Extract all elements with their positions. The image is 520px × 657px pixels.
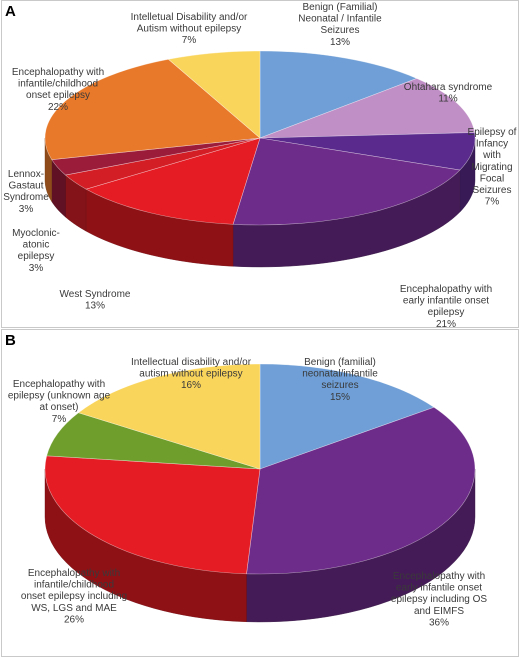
slice-label-4: West Syndrome 13%: [60, 289, 131, 312]
slice-label-8: Intelletual Disability and/or Autism with…: [131, 12, 248, 46]
pie-slice-0: [259, 50, 418, 139]
slice-label-0: Benign (familial) neonatal/infantile seizu…: [302, 357, 378, 403]
pie-chart-b: Benign (familial) neonatal/infantile seizu…: [8, 357, 488, 628]
pie-slice-7: [44, 58, 261, 160]
pie-slice-4: [85, 137, 261, 225]
slice-label-6: Lennox-Gastaut Syndrome 3%: [3, 169, 49, 215]
slice-label-5: Myoclonic-atonic epilepsy 3%: [12, 228, 60, 274]
slice-label-3: Encephalopathy with early infantile onset…: [400, 284, 492, 328]
slice-label-3: Encephalopathy with epilepsy (unknown age…: [8, 379, 111, 425]
panel-letter: B: [5, 332, 16, 349]
chart-panel-a: A Benign (Familial) Neonatal / Infantile S…: [0, 0, 520, 328]
slice-label-4: Intellectual disability and/or autism wit…: [131, 357, 252, 391]
pie-slice-2: [44, 455, 261, 575]
pie-slice-4: [77, 363, 261, 470]
pie-slice-3: [232, 137, 461, 226]
slice-label-0: Benign (Familial) Neonatal / Infantile Sei…: [298, 2, 382, 48]
pie-slice-1: [259, 78, 475, 139]
panel-letter: A: [5, 3, 16, 20]
slice-label-2: Encephalopathy with infantile/childhood on…: [21, 568, 127, 625]
pie-slice-8: [167, 50, 261, 139]
slice-label-1: Encephalopathy with early infantile onset…: [391, 571, 487, 628]
pie-slice-1: [246, 406, 476, 575]
slice-label-2: Epilepsy of Infancy with Migrating Focal Seiz…: [468, 127, 517, 208]
pie-chart-a: Benign (Familial) Neonatal / Infantile Sei…: [3, 2, 517, 328]
slice-label-1: Ohtahara syndrome 11%: [404, 82, 493, 105]
chart-panel-b: B Benign (familial) neonatal/infantile sei…: [0, 329, 520, 657]
slice-label-7: Encephalopathy with infantile/childhood on…: [12, 67, 104, 113]
panel-frame: [1, 0, 519, 328]
pie-slice-0: [259, 363, 435, 470]
